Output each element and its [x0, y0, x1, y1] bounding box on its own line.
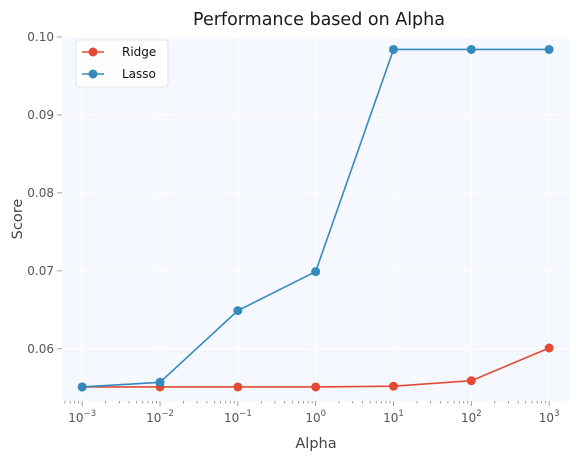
legend-label-ridge: Ridge: [122, 45, 156, 59]
data-point-ridge: [544, 343, 554, 353]
chart-title: Performance based on Alpha: [193, 10, 445, 30]
x-tick-label: 100: [305, 409, 326, 425]
x-tick-label: 10−1: [224, 409, 252, 425]
legend: Ridge Lasso: [75, 39, 169, 88]
x-tick-label: 10−3: [68, 409, 96, 425]
y-tick-label: 0.09: [27, 108, 54, 122]
data-point-lasso: [77, 382, 87, 392]
legend-marker-lasso: [88, 69, 98, 79]
y-tick-label: 0.06: [27, 342, 54, 356]
data-point-ridge: [466, 376, 476, 386]
y-tick-label: 0.10: [27, 30, 54, 44]
data-point-ridge: [311, 382, 321, 392]
series-layer: [77, 44, 554, 392]
x-axis-label: Alpha: [295, 436, 336, 452]
data-point-lasso: [311, 267, 321, 277]
legend-label-lasso: Lasso: [122, 67, 156, 81]
data-point-lasso: [466, 44, 476, 54]
x-tick-label: 10−2: [146, 409, 174, 425]
y-axis-label: Score: [10, 199, 26, 240]
x-tick-label: 102: [461, 409, 482, 425]
data-point-lasso: [233, 306, 243, 316]
ticks-layer: 10−3 10−2 10−1 100 101 102 103 0.06 0.07 0.08 0.09…: [27, 30, 559, 425]
y-tick-label: 0.07: [27, 264, 54, 278]
data-point-lasso: [388, 44, 398, 54]
x-tick-label: 101: [383, 409, 404, 425]
data-point-lasso: [544, 44, 554, 54]
legend-marker-ridge: [88, 47, 98, 57]
data-point-ridge: [388, 381, 398, 391]
x-tick-label: 103: [539, 409, 560, 425]
data-point-lasso: [155, 377, 165, 387]
grid-layer: [62, 36, 569, 401]
data-point-ridge: [233, 382, 243, 392]
y-tick-label: 0.08: [27, 186, 54, 200]
